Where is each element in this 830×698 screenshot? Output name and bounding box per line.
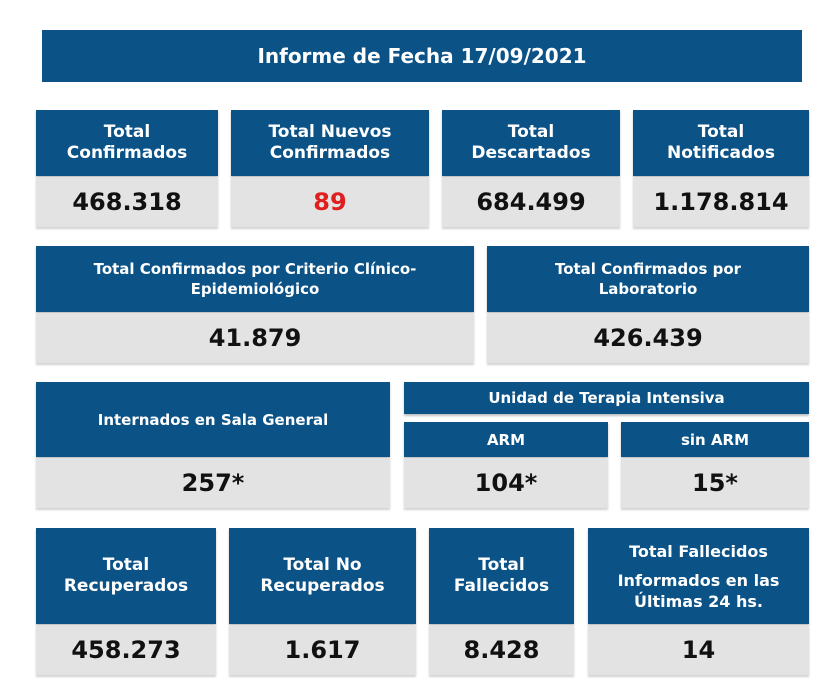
confirmados-laboratorio-header: Total Confirmados por Laboratorio	[487, 246, 809, 312]
label-line: Últimas 24 hs.	[634, 591, 763, 611]
total-no-recuperados-header: Total No Recuperados	[229, 528, 416, 624]
label-line: Recuperados	[63, 576, 189, 596]
arm-value: 104*	[404, 458, 608, 508]
total-fallecidos-value: 8.428	[429, 625, 574, 675]
total-recuperados-header: Total Recuperados	[36, 528, 216, 624]
total-descartados-header: Total Descartados	[442, 110, 620, 176]
uti-header: Unidad de Terapia Intensiva	[404, 382, 809, 414]
fallecidos-24hs-value: 14	[588, 625, 809, 675]
label-line: Total Confirmados por Criterio Clínico-	[93, 260, 417, 278]
label-line: Total No	[283, 555, 362, 575]
total-notificados-header: Total Notificados	[633, 110, 809, 176]
total-notificados-value: 1.178.814	[633, 177, 809, 227]
total-recuperados-value: 458.273	[36, 625, 216, 675]
sin-arm-value: 15*	[621, 458, 809, 508]
total-nuevos-confirmados-value: 89	[231, 177, 429, 227]
confirmados-criterio-clinico-header: Total Confirmados por Criterio Clínico- E…	[36, 246, 474, 312]
label-line: Total	[697, 122, 745, 142]
total-nuevos-confirmados-header: Total Nuevos Confirmados	[231, 110, 429, 176]
label-line: Informados en las	[617, 570, 780, 590]
label-line: Internados en Sala General	[97, 410, 329, 429]
total-fallecidos-header: Total Fallecidos	[429, 528, 574, 624]
label-line: Total	[507, 122, 555, 142]
label-line: Total Confirmados por	[554, 260, 742, 278]
arm-header: ARM	[404, 422, 608, 457]
label-line: Total Nuevos	[268, 122, 392, 142]
label-line: ARM	[486, 430, 526, 449]
report-title: Informe de Fecha 17/09/2021	[42, 30, 802, 82]
sala-general-value: 257*	[36, 458, 390, 508]
label-line: Unidad de Terapia Intensiva	[488, 389, 725, 407]
total-descartados-value: 684.499	[442, 177, 620, 227]
label-line: Fallecidos	[453, 576, 550, 596]
label-line: Epidemiológico	[190, 280, 320, 298]
sala-general-header: Internados en Sala General	[36, 382, 390, 457]
label-line: sin ARM	[680, 430, 750, 449]
label-line: Total	[478, 555, 525, 575]
label-line: Laboratorio	[598, 280, 698, 298]
confirmados-laboratorio-value: 426.439	[487, 313, 809, 363]
label-line: Total	[103, 122, 151, 142]
label-line: Notificados	[667, 143, 775, 163]
label-line: Confirmados	[66, 143, 188, 163]
label-line: Descartados	[471, 143, 591, 163]
label-line: Recuperados	[260, 576, 385, 596]
label-line: Total Fallecidos	[629, 541, 768, 561]
total-confirmados-header: Total Confirmados	[36, 110, 218, 176]
label-line: Total	[102, 555, 150, 575]
fallecidos-24hs-header: Total Fallecidos Informados en las Últim…	[588, 528, 809, 624]
confirmados-criterio-clinico-value: 41.879	[36, 313, 474, 363]
total-no-recuperados-value: 1.617	[229, 625, 416, 675]
label-line: Confirmados	[269, 143, 391, 163]
sin-arm-header: sin ARM	[621, 422, 809, 457]
total-confirmados-value: 468.318	[36, 177, 218, 227]
